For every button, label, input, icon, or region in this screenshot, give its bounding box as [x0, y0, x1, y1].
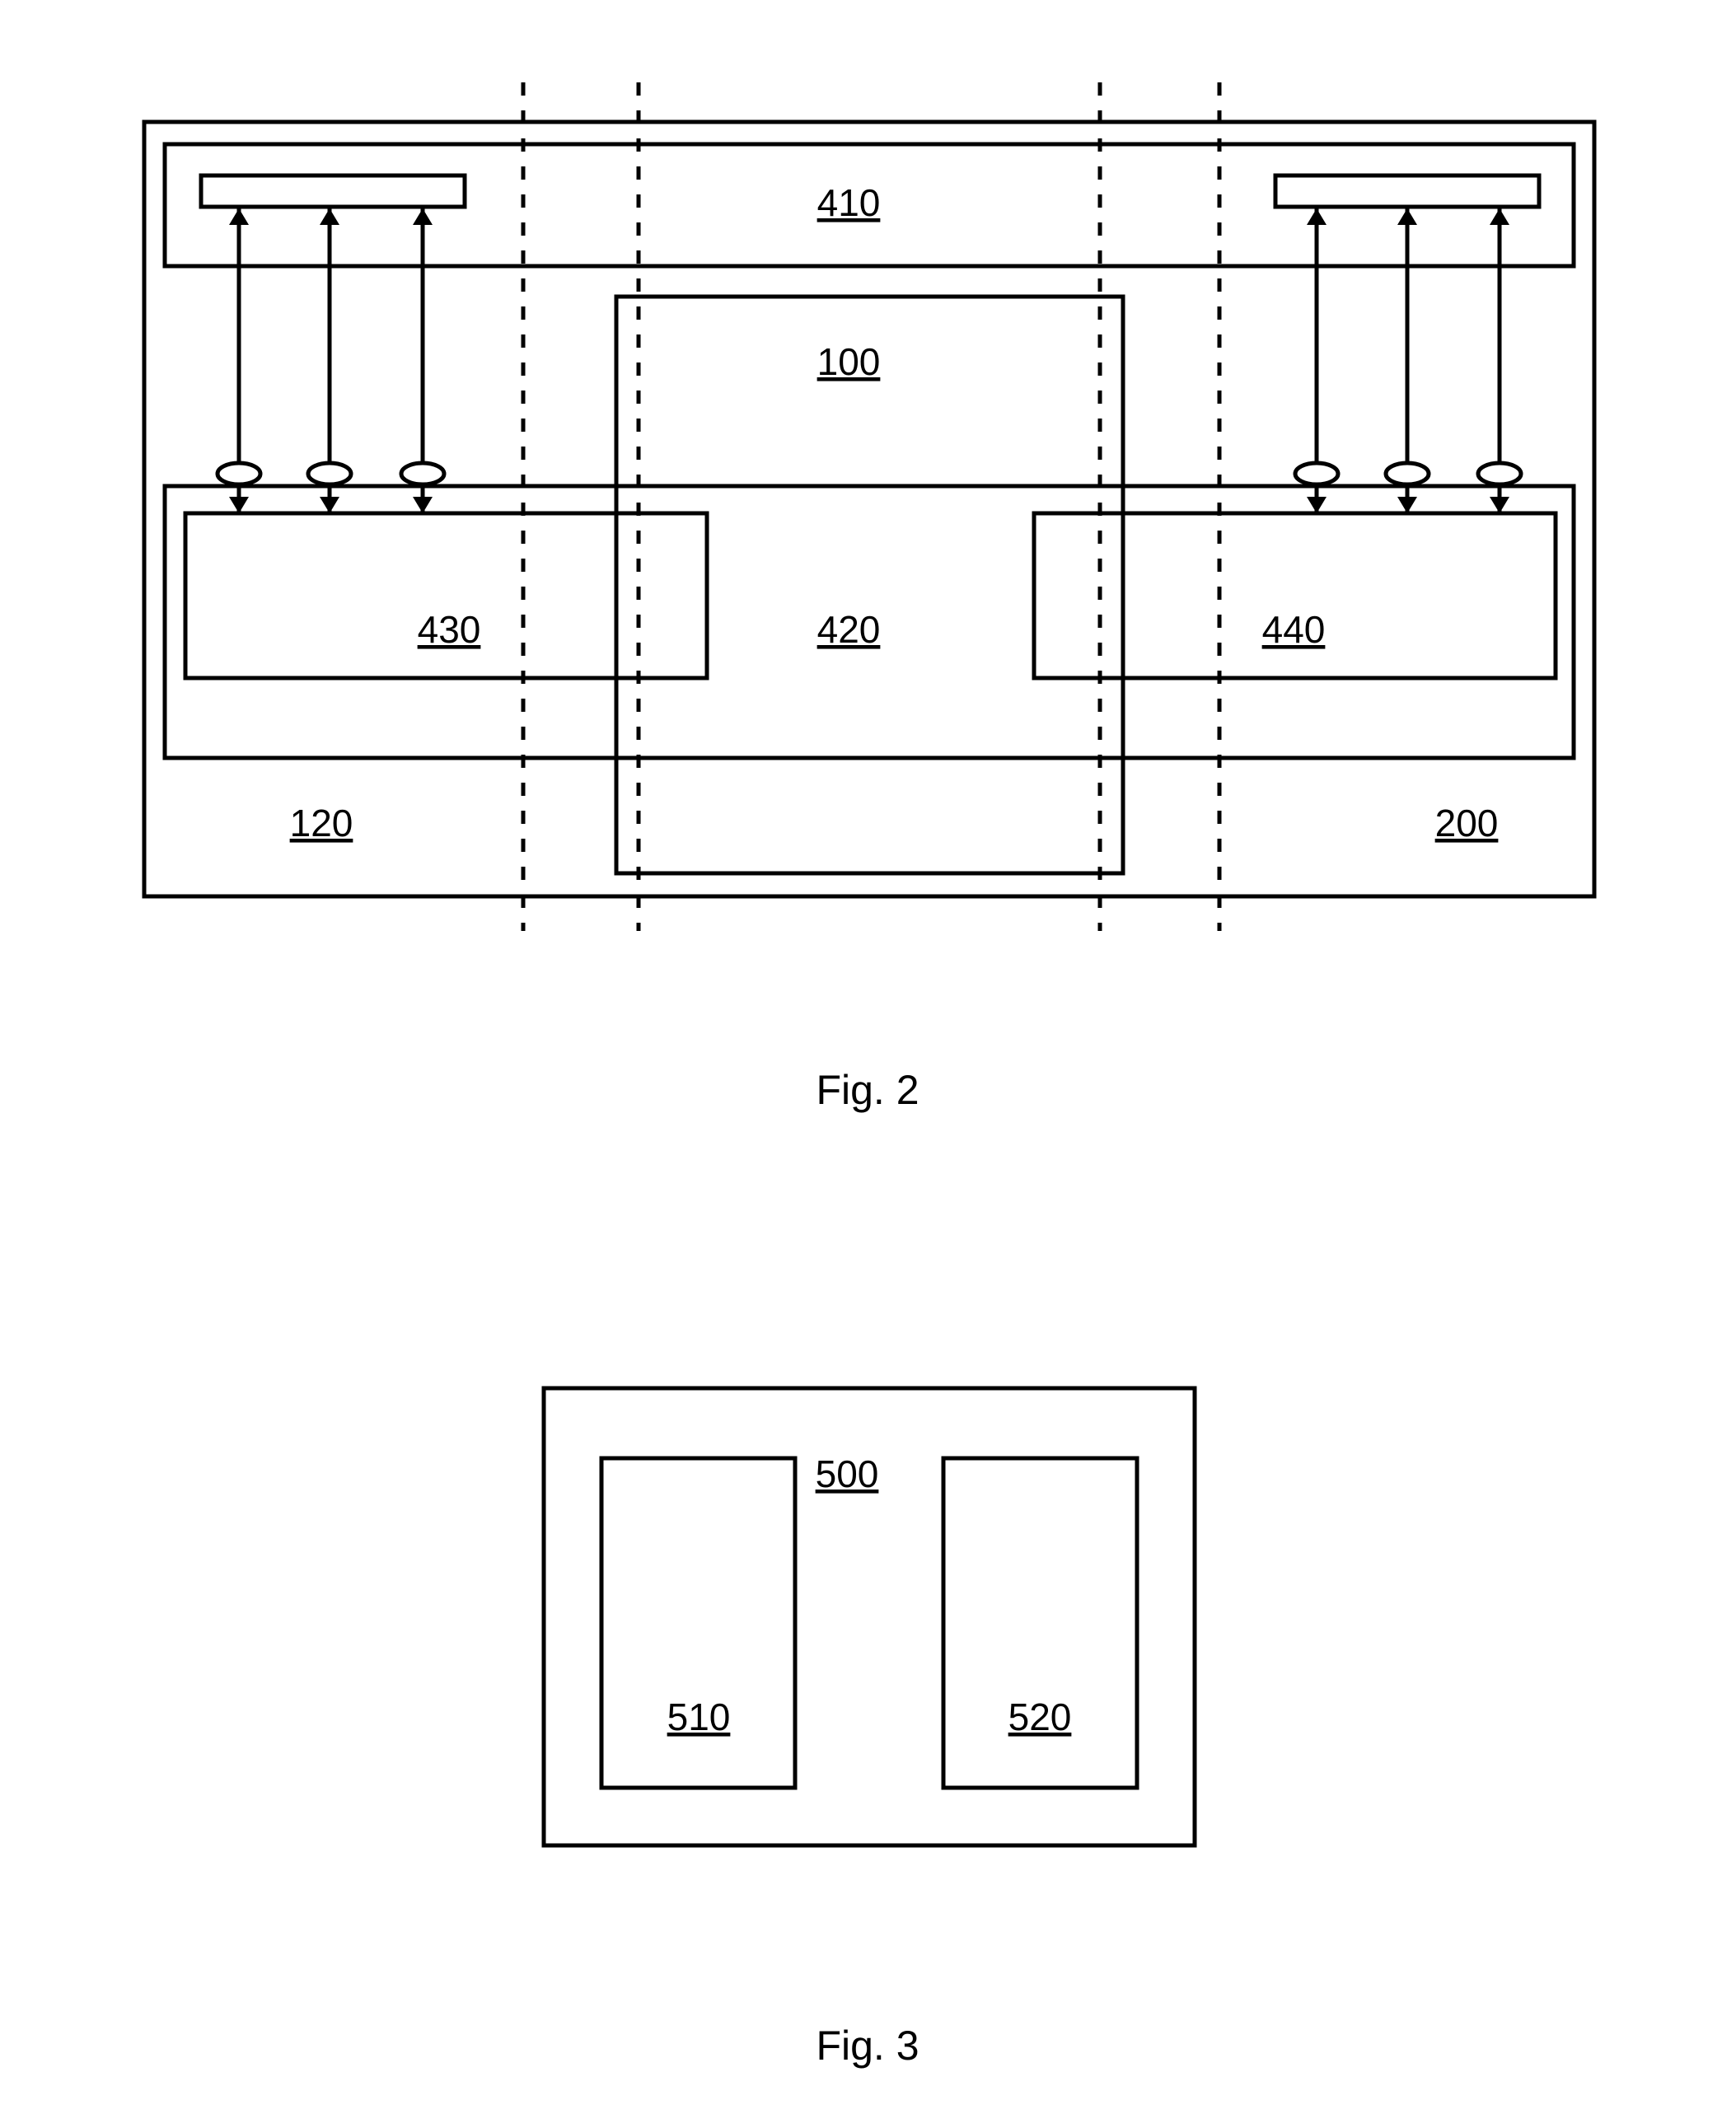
label-410: 410 — [817, 181, 881, 224]
connector-ellipse — [1478, 463, 1521, 484]
label-430: 430 — [418, 608, 481, 651]
box-100 — [616, 297, 1123, 873]
connector-ellipse — [401, 463, 444, 484]
arrows-left — [218, 208, 444, 513]
arrows-right — [1295, 208, 1521, 513]
pad-left-410 — [201, 175, 465, 207]
fig3-caption: Fig. 3 — [816, 2023, 919, 2069]
label-420: 420 — [817, 608, 881, 651]
box-120 — [144, 122, 1594, 896]
label-120: 120 — [290, 802, 353, 844]
label-440: 440 — [1262, 608, 1326, 651]
connector-ellipse — [218, 463, 260, 484]
label-510: 510 — [667, 1695, 731, 1738]
label-200: 200 — [1435, 802, 1499, 844]
box-440 — [1034, 513, 1556, 678]
box-510 — [601, 1458, 795, 1788]
pad-right-410 — [1275, 175, 1539, 207]
fig2-caption: Fig. 2 — [816, 1067, 919, 1113]
label-520: 520 — [1008, 1695, 1072, 1738]
box-520 — [943, 1458, 1137, 1788]
fig2-group: 410 100 420 430 440 120 200 Fig. 2 — [144, 82, 1594, 1113]
diagram-canvas: 410 100 420 430 440 120 200 Fig. 2 500 5… — [0, 0, 1736, 2128]
fig3-group: 500 510 520 Fig. 3 — [544, 1388, 1195, 2069]
connector-ellipse — [1386, 463, 1429, 484]
connector-ellipse — [1295, 463, 1338, 484]
label-500: 500 — [816, 1452, 879, 1495]
label-100: 100 — [817, 340, 881, 383]
connector-ellipse — [308, 463, 351, 484]
box-430 — [185, 513, 707, 678]
